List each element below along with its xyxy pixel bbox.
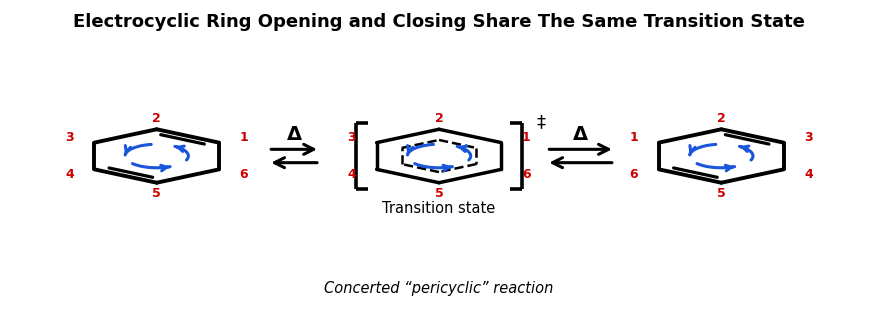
- Text: Transition state: Transition state: [382, 201, 495, 216]
- Text: ‡: ‡: [536, 113, 545, 131]
- Text: 2: 2: [717, 112, 725, 125]
- Text: 1: 1: [239, 131, 248, 144]
- Text: 4: 4: [803, 168, 812, 181]
- Text: 1: 1: [629, 131, 638, 144]
- Text: Electrocyclic Ring Opening and Closing Share The Same Transition State: Electrocyclic Ring Opening and Closing S…: [73, 13, 804, 31]
- Text: 2: 2: [152, 112, 160, 125]
- Text: 6: 6: [522, 168, 530, 181]
- Text: 2: 2: [434, 112, 443, 125]
- Text: Δ: Δ: [286, 125, 302, 144]
- Text: 3: 3: [347, 131, 355, 144]
- Text: 5: 5: [717, 187, 725, 200]
- Text: 3: 3: [65, 131, 74, 144]
- Text: 1: 1: [521, 131, 530, 144]
- Text: 4: 4: [347, 168, 356, 181]
- Text: Concerted “pericyclic” reaction: Concerted “pericyclic” reaction: [324, 281, 553, 296]
- Text: Δ: Δ: [573, 125, 588, 144]
- Text: 5: 5: [434, 187, 443, 200]
- Text: 4: 4: [65, 168, 74, 181]
- Text: 6: 6: [629, 168, 638, 181]
- Text: 3: 3: [803, 131, 812, 144]
- Text: 6: 6: [239, 168, 248, 181]
- Text: 5: 5: [152, 187, 160, 200]
